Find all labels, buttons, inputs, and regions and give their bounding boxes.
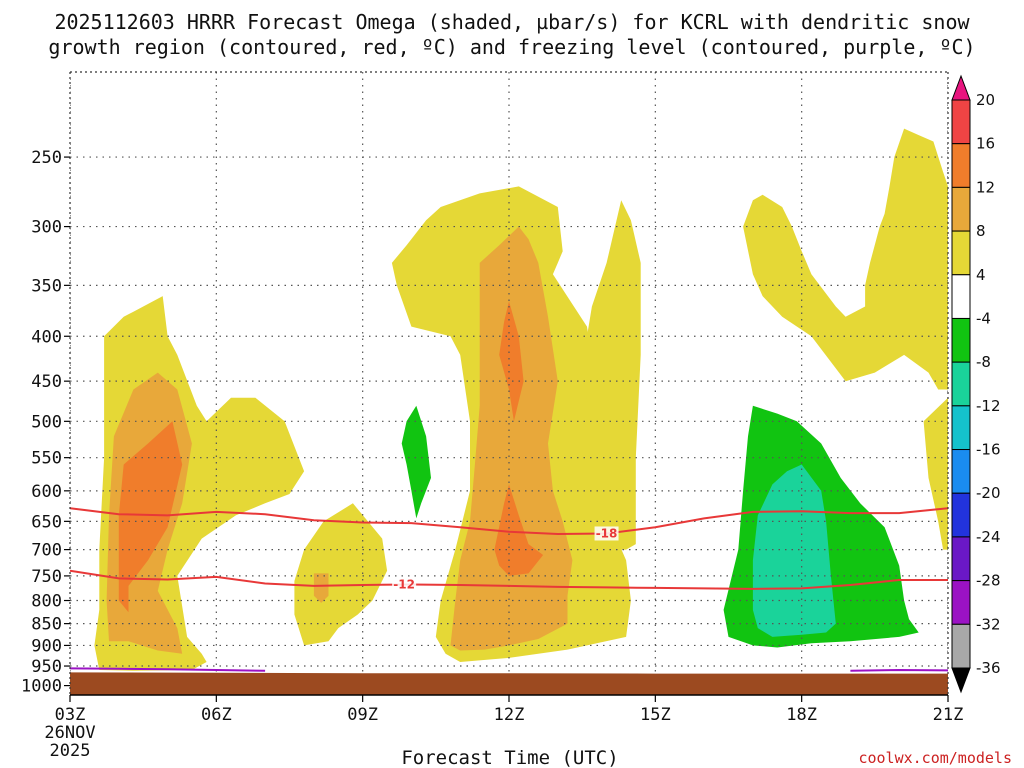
x-tick-label-21Z: 21Z [933,705,964,725]
colorbar-bin-7 [951,361,971,407]
colorbar-label-11: -28 [976,572,1001,590]
colorbar-label-4: 4 [976,266,986,284]
credit-text: coolwx.com/models [858,749,1012,767]
chart-title-line-1: 2025112603 HRRR Forecast Omega (shaded, … [54,10,970,34]
y-tick-label-250: 250 [31,148,62,168]
y-tick-label-500: 500 [31,412,62,432]
colorbar-bin-11 [951,536,971,582]
colorbar-bin-3 [951,186,971,232]
colorbar-bin-13 [951,623,971,669]
x-tick-label-06Z: 06Z [201,705,232,725]
x-start-date-1: 2025 [50,741,91,761]
y-tick-label-650: 650 [31,512,62,532]
colorbar-bin-5 [951,274,971,319]
omega-region-2 [118,421,183,613]
chart-title-line-2: growth region (contoured, red, ºC) and f… [48,35,975,59]
isotherm-label-bg-1 [392,577,417,592]
isotherm-label-0: -18 [596,526,618,540]
omega-region-11 [743,128,948,390]
axes: 2503003504004505005506006507007508008509… [21,71,964,761]
isotherm-0 [70,507,948,536]
y-tick-label-450: 450 [31,372,62,392]
y-tick-label-700: 700 [31,541,62,561]
isotherm-freezing-level-2 [70,667,266,672]
colorbar-label-2: 12 [976,178,995,196]
colorbar-bin-9 [951,449,971,494]
omega-region-7 [499,301,524,422]
x-tick-label-03Z: 03Z [55,705,86,725]
colorbar-label-9: -20 [976,484,1001,502]
isotherm-1 [70,569,948,590]
x-axis-label: Forecast Time (UTC) [401,747,618,768]
colorbar-bin-1 [951,99,971,145]
y-tick-label-350: 350 [31,276,62,296]
x-tick-label-15Z: 15Z [640,705,671,725]
omega-region-8 [494,484,544,576]
terrain [70,672,948,695]
y-tick-label-800: 800 [31,592,62,612]
y-tick-label-950: 950 [31,657,62,677]
omega-region-9 [401,405,431,519]
y-tick-label-1000: 1000 [21,677,62,697]
omega-region-10 [577,200,641,550]
omega-region-14 [752,464,836,637]
omega-region-4 [313,573,329,603]
x-start-date-0: 26NOV [44,723,95,743]
colorbar-label-8: -16 [976,441,1001,459]
omega-region-12 [923,397,948,550]
y-tick-label-850: 850 [31,615,62,635]
colorbar-label-3: 8 [976,222,986,240]
x-tick-label-18Z: 18Z [786,705,817,725]
isotherm-label-1: -12 [393,578,415,592]
colorbar-bottom-triangle [951,667,971,694]
colorbar-bin-2 [951,143,971,188]
y-tick-label-300: 300 [31,218,62,238]
colorbar-bin-4 [951,230,971,276]
colorbar-label-6: -8 [976,353,991,371]
colorbar-bin-10 [951,492,971,538]
colorbar-label-0: 20 [976,91,995,109]
y-tick-label-400: 400 [31,327,62,347]
plot-area: -18 -12 [70,72,948,695]
colorbar-bin-6 [951,317,971,363]
isotherm-freezing-level-3 [850,668,948,672]
colorbar-label-7: -12 [976,397,1001,415]
colorbar-bin-8 [951,405,971,451]
x-tick-label-12Z: 12Z [494,705,525,725]
y-tick-label-900: 900 [31,636,62,656]
isotherm-label-bg-0 [594,526,619,541]
colorbar: 20 16 12 8 4 -4 -8 -12 -16 -20 -24 -28 -32 -36 [951,74,1001,694]
colorbar-label-1: 16 [976,135,995,153]
omega-region-6 [450,226,573,651]
y-tick-label-750: 750 [31,567,62,587]
colorbar-bin-12 [951,580,971,625]
omega-region-3 [294,503,388,646]
colorbar-top-triangle [951,74,971,101]
plot-layers [70,72,948,695]
colorbar-label-12: -32 [976,615,1001,633]
colorbar-label-13: -36 [976,659,1001,677]
y-tick-label-550: 550 [31,449,62,469]
colorbar-label-5: -4 [976,309,991,327]
x-tick-label-09Z: 09Z [347,705,378,725]
y-tick-label-600: 600 [31,482,62,502]
colorbar-label-10: -24 [976,528,1001,546]
